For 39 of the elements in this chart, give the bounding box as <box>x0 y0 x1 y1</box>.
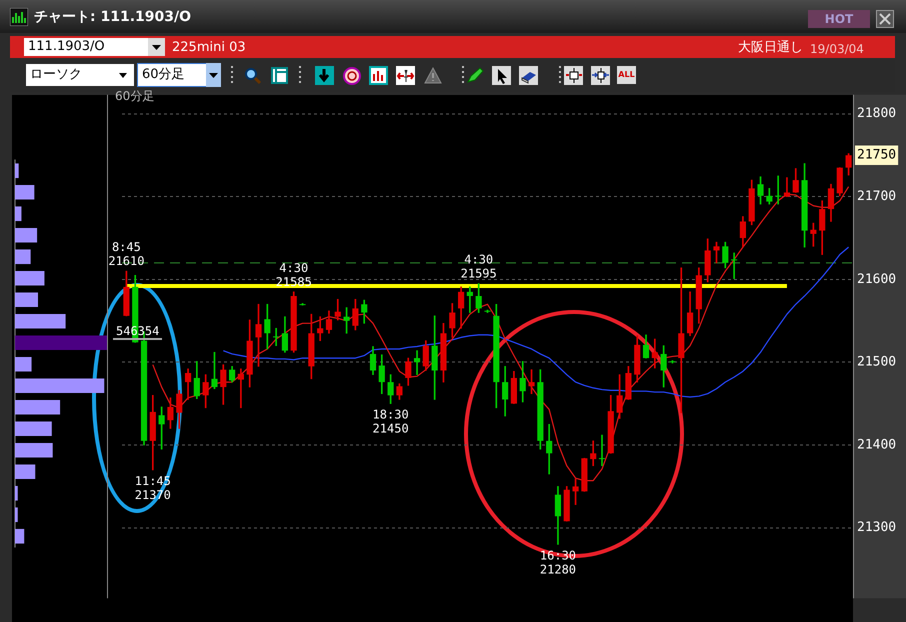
annotation: 18:30 21450 <box>372 408 409 436</box>
bar <box>15 270 44 286</box>
bar <box>15 464 36 480</box>
bar <box>15 206 22 222</box>
text: 19/03/04 <box>810 41 864 58</box>
text: ALL <box>617 66 636 84</box>
y-tick-label: 21400 <box>857 438 896 453</box>
bar <box>15 184 34 200</box>
bar <box>15 528 24 544</box>
text: ローソク <box>26 64 134 86</box>
bar <box>15 421 52 436</box>
annotation: 4:30 21595 <box>460 252 497 281</box>
bar <box>15 335 107 350</box>
bar <box>15 292 38 308</box>
bar <box>15 228 38 243</box>
candlestick <box>581 458 588 492</box>
y-tick-label: 21300 <box>857 520 896 536</box>
text: 大阪日通し <box>738 39 803 57</box>
text: 225mini 03 <box>172 39 246 57</box>
y-tick-label: 21500 <box>857 354 896 370</box>
bar <box>15 400 60 415</box>
annotation: 60分足 <box>115 89 154 104</box>
y-tick-label: 21750 <box>857 148 896 163</box>
bar <box>15 378 104 394</box>
text: HOT <box>808 10 870 28</box>
chart-title: チャート: 111.1903/O <box>34 8 191 26</box>
annotation: 8:45 21610 <box>108 240 144 268</box>
bar <box>15 249 31 264</box>
bar <box>15 486 18 501</box>
bar <box>15 314 66 329</box>
bar <box>15 163 19 178</box>
text: 111.1903/O <box>24 38 150 56</box>
text: 60分足 <box>137 63 211 87</box>
bar <box>15 507 18 522</box>
bar <box>15 356 32 372</box>
bar <box>15 442 53 458</box>
y-tick-label: 21600 <box>857 272 896 287</box>
y-tick-label: 21700 <box>857 189 896 204</box>
y-tick-label: 21800 <box>857 106 896 122</box>
